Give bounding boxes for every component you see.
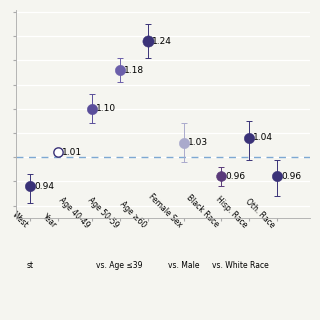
Text: 1.10: 1.10 xyxy=(96,104,116,113)
Text: 0.96: 0.96 xyxy=(225,172,245,181)
Text: 1.24: 1.24 xyxy=(152,36,172,45)
Text: vs. Age ≤39: vs. Age ≤39 xyxy=(97,261,143,270)
Point xyxy=(117,68,122,73)
Text: 1.03: 1.03 xyxy=(188,138,209,147)
Point xyxy=(182,140,187,145)
Text: vs. Male: vs. Male xyxy=(168,261,200,270)
Point xyxy=(89,106,94,111)
Text: 1.04: 1.04 xyxy=(253,133,273,142)
Text: 0.96: 0.96 xyxy=(281,172,301,181)
Point xyxy=(218,174,223,179)
Text: 0.94: 0.94 xyxy=(34,182,54,191)
Point xyxy=(28,184,33,189)
Point xyxy=(274,174,279,179)
Text: 1.01: 1.01 xyxy=(62,148,82,157)
Text: 1.18: 1.18 xyxy=(124,66,144,75)
Text: vs. White Race: vs. White Race xyxy=(212,261,269,270)
Point xyxy=(246,135,251,140)
Point xyxy=(55,150,60,155)
Point xyxy=(145,38,150,44)
Text: st: st xyxy=(27,261,34,270)
